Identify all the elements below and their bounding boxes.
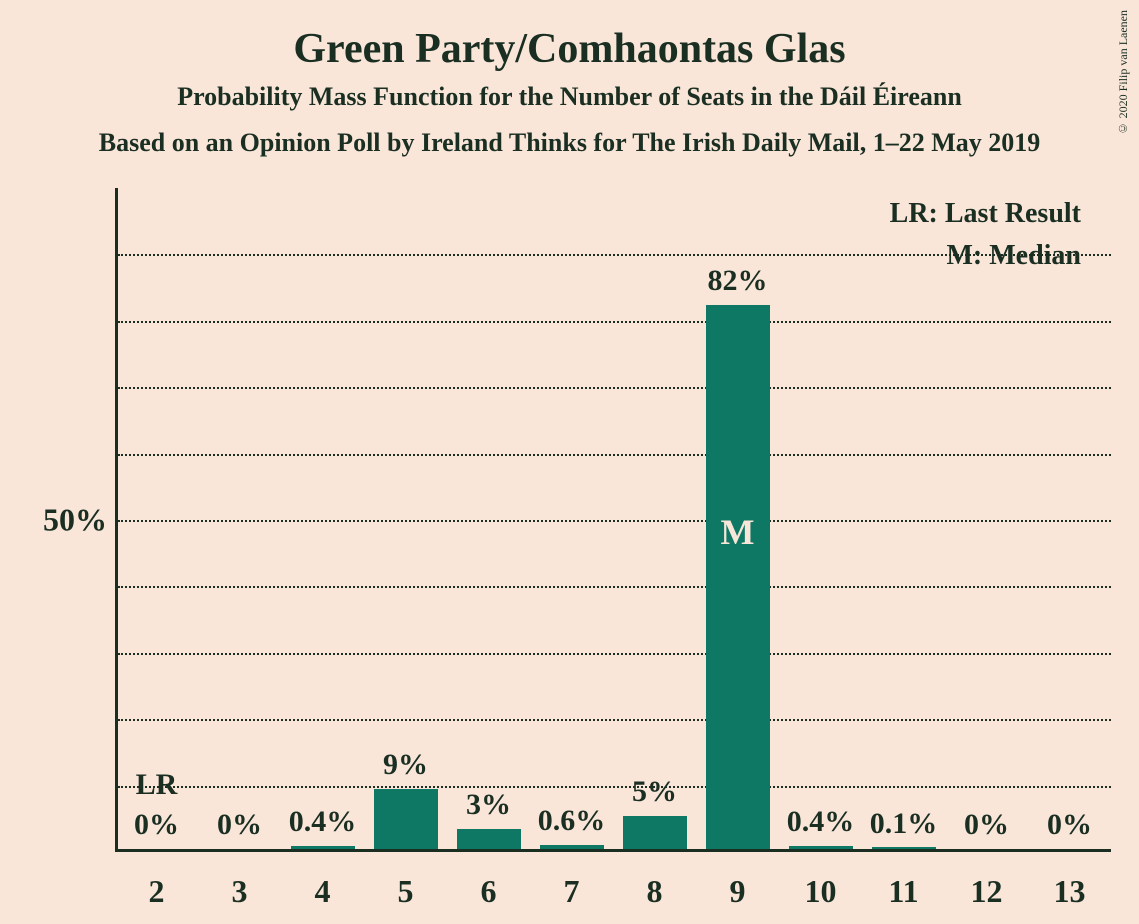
x-tick-label: 7 xyxy=(532,873,612,910)
x-tick-label: 13 xyxy=(1030,873,1110,910)
gridline xyxy=(118,653,1111,655)
chart-subtitle-2: Based on an Opinion Poll by Ireland Thin… xyxy=(0,128,1139,158)
x-tick-label: 9 xyxy=(698,873,778,910)
bar xyxy=(374,789,438,849)
gridline xyxy=(118,719,1111,721)
x-tick-label: 8 xyxy=(615,873,695,910)
x-tick-label: 4 xyxy=(283,873,363,910)
bar xyxy=(789,846,853,849)
gridline xyxy=(118,586,1111,588)
x-axis-line xyxy=(115,849,1111,852)
bar-value-label: 82% xyxy=(688,264,788,298)
x-tick-label: 10 xyxy=(781,873,861,910)
x-tick-label: 6 xyxy=(449,873,529,910)
legend: LR: Last Result M: Median xyxy=(890,193,1081,277)
bar-value-label: 0.6% xyxy=(522,804,622,838)
legend-m: M: Median xyxy=(890,235,1081,277)
median-marker: M xyxy=(698,511,778,553)
bar-value-label: 0% xyxy=(1020,808,1120,842)
bar xyxy=(457,829,521,849)
plot-area: 0%0%0.4%9%3%0.6%5%82%0.4%0.1%0%0% LRM LR… xyxy=(115,188,1111,852)
bar xyxy=(706,305,770,849)
gridline xyxy=(118,454,1111,456)
bar-value-label: 5% xyxy=(605,775,705,809)
bar xyxy=(540,845,604,849)
gridline xyxy=(118,321,1111,323)
x-tick-label: 12 xyxy=(947,873,1027,910)
credit-text: © 2020 Filip van Laenen xyxy=(1116,10,1131,135)
bar xyxy=(623,816,687,849)
y-tick-label: 50% xyxy=(43,502,107,539)
x-tick-label: 11 xyxy=(864,873,944,910)
bar xyxy=(291,846,355,849)
x-tick-label: 5 xyxy=(366,873,446,910)
bar-value-label: 9% xyxy=(356,748,456,782)
chart-subtitle-1: Probability Mass Function for the Number… xyxy=(0,82,1139,112)
bar-value-label: 0.4% xyxy=(273,805,373,839)
chart-title: Green Party/Comhaontas Glas xyxy=(0,25,1139,73)
bar xyxy=(872,847,936,849)
gridline xyxy=(118,520,1111,522)
lr-marker: LR xyxy=(117,768,197,802)
gridline xyxy=(118,387,1111,389)
legend-lr: LR: Last Result xyxy=(890,193,1081,235)
x-tick-label: 2 xyxy=(117,873,197,910)
x-tick-label: 3 xyxy=(200,873,280,910)
